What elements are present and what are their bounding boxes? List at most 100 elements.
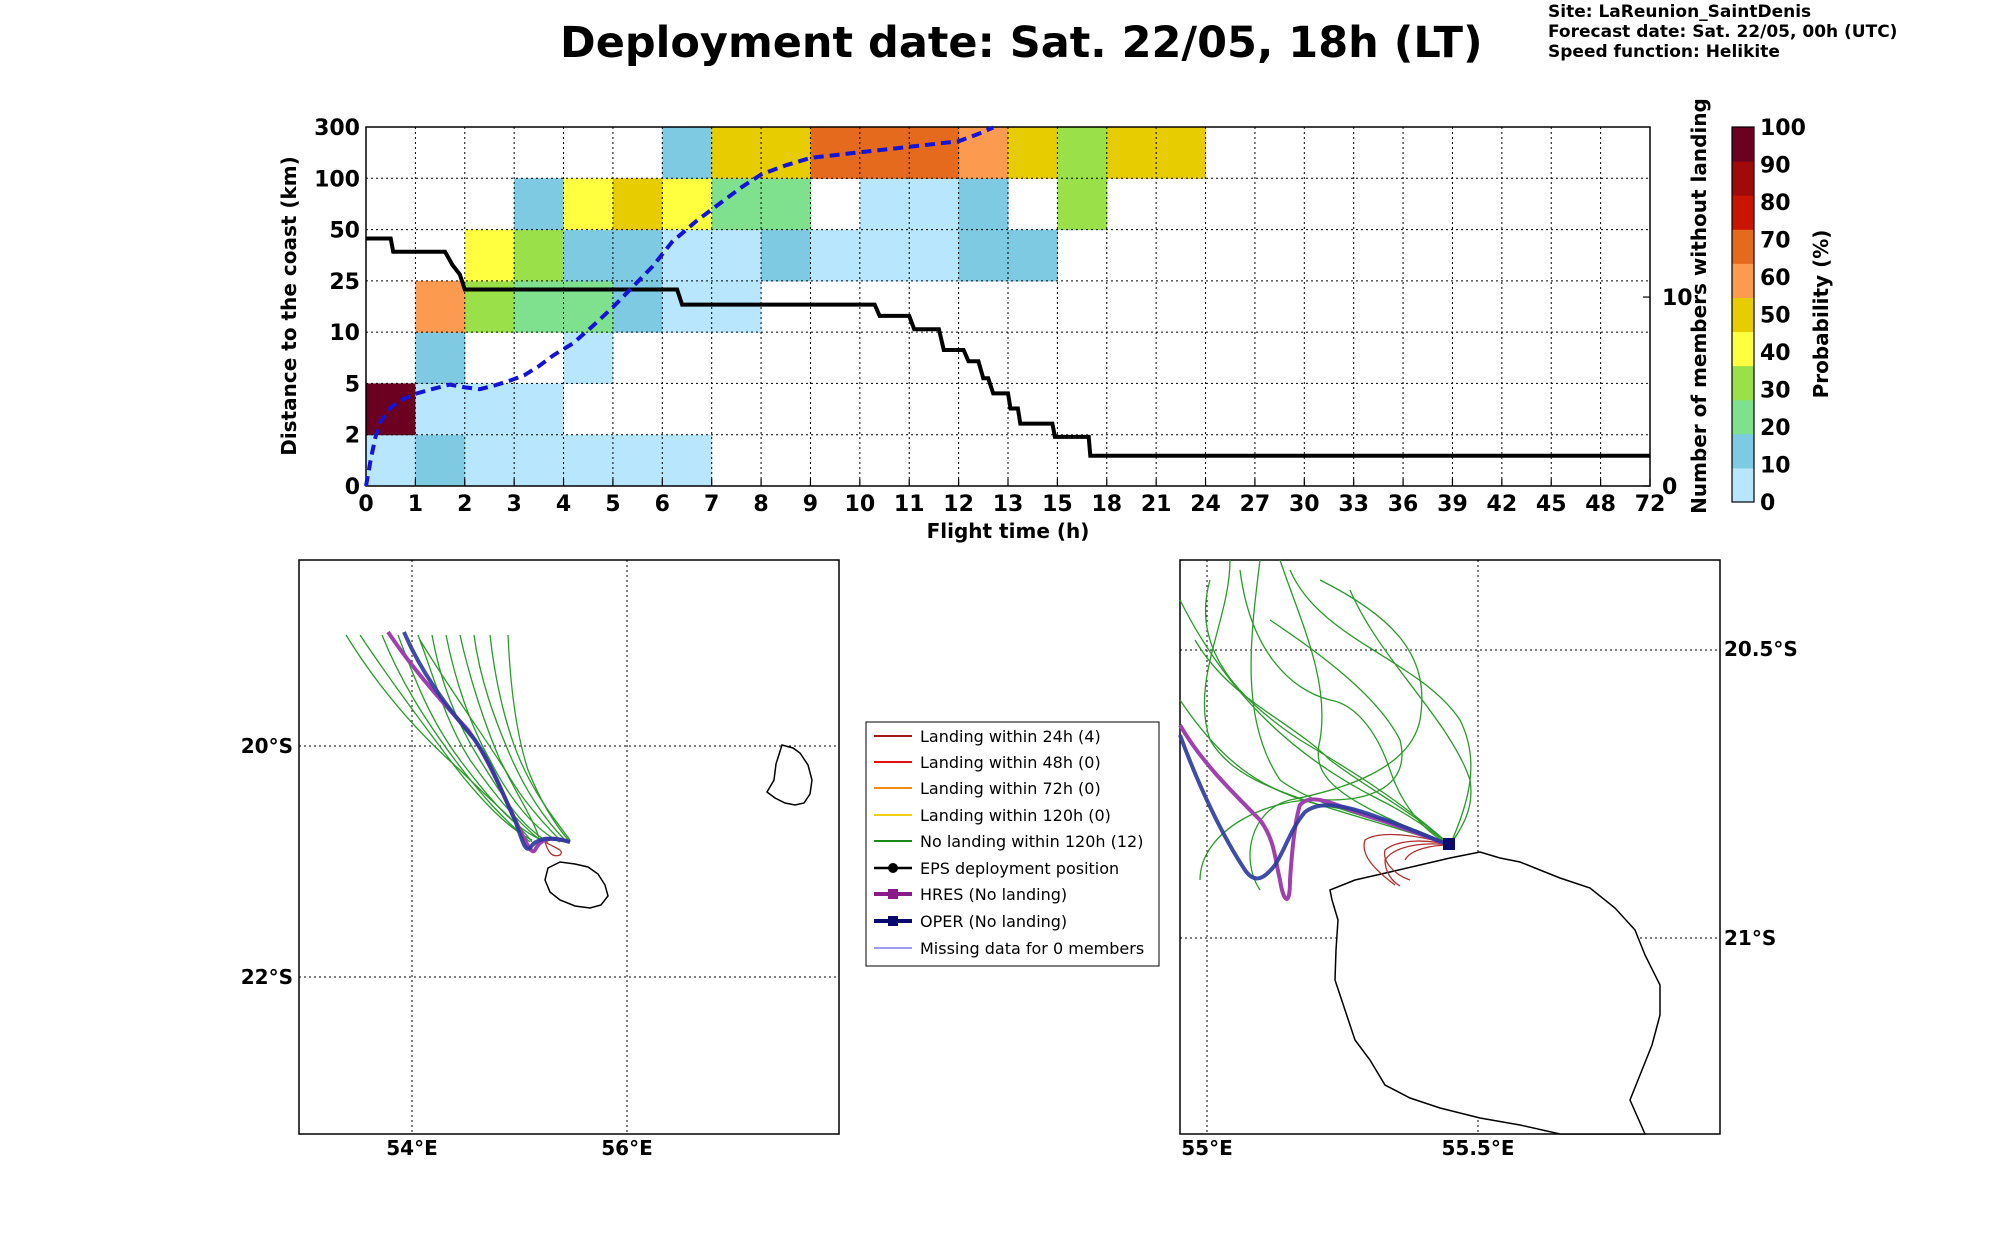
map-lat-label: 21°S bbox=[1724, 926, 1776, 950]
left-map: 54°E 56°E 20°S 22°S bbox=[241, 559, 840, 1160]
x-tick-label: 24 bbox=[1190, 492, 1221, 517]
heatmap-cell bbox=[366, 434, 416, 487]
legend-label: EPS deployment position bbox=[920, 859, 1119, 878]
x-tick-label: 0 bbox=[358, 492, 373, 517]
legend-label: Landing within 120h (0) bbox=[920, 806, 1111, 825]
heatmap-cell bbox=[1008, 229, 1058, 282]
x-tick-label: 72 bbox=[1635, 492, 1666, 517]
colorbar-tick-label: 40 bbox=[1760, 341, 1791, 366]
map-lat-label: 22°S bbox=[241, 965, 293, 989]
heatmap-cell bbox=[563, 229, 614, 282]
x-tick-label: 39 bbox=[1437, 492, 1468, 517]
x-tick-label: 10 bbox=[845, 492, 876, 517]
y-tick-label: 25 bbox=[329, 270, 360, 295]
heatmap-cell bbox=[859, 229, 910, 282]
right-oper-track bbox=[1178, 734, 1451, 881]
heatmap-cell bbox=[1008, 127, 1058, 179]
y-tick-label: 5 bbox=[345, 372, 360, 397]
heatmap-cell bbox=[1156, 127, 1207, 179]
colorbar-tick-label: 90 bbox=[1760, 154, 1791, 179]
x-tick-label: 42 bbox=[1487, 492, 1518, 517]
colorbar-tick-label: 100 bbox=[1760, 116, 1806, 141]
heatmap-cell bbox=[464, 383, 515, 436]
speed-function-label: Speed function: Helikite bbox=[1548, 42, 1780, 62]
map-lat-label: 20°S bbox=[241, 734, 293, 758]
y2-tick-label: 10 bbox=[1662, 286, 1693, 311]
x-tick-label: 6 bbox=[655, 492, 670, 517]
colorbar-swatch bbox=[1732, 399, 1754, 435]
legend-label: Landing within 24h (4) bbox=[920, 727, 1101, 746]
heatmap-cell bbox=[612, 434, 663, 487]
reunion-island-coast-detail bbox=[1329, 851, 1661, 1135]
heatmap-cell bbox=[958, 127, 1009, 179]
map-lon-label: 55.5°E bbox=[1441, 1136, 1514, 1160]
heatmap-cell bbox=[958, 178, 1009, 231]
x-tick-label: 8 bbox=[753, 492, 768, 517]
map-lat-label: 20.5°S bbox=[1724, 637, 1798, 661]
x-tick-label: 2 bbox=[457, 492, 472, 517]
heatmap-cell bbox=[464, 434, 515, 487]
heatmap-cell bbox=[415, 332, 466, 384]
x-tick-label: 30 bbox=[1289, 492, 1320, 517]
members-without-landing-line bbox=[366, 236, 1650, 458]
legend: Landing within 24h (4) Landing within 48… bbox=[865, 721, 1160, 967]
reunion-island-coast bbox=[544, 861, 609, 909]
colorbar-swatch bbox=[1732, 365, 1754, 401]
legend-label: OPER (No landing) bbox=[920, 912, 1067, 931]
heatmap-cell bbox=[612, 178, 663, 231]
heatmap-cell bbox=[958, 229, 1009, 282]
heatmap-cell bbox=[662, 434, 713, 487]
x-tick-label: 13 bbox=[993, 492, 1024, 517]
colorbar-tick-label: 0 bbox=[1760, 491, 1775, 516]
y2-tick-label: 0 bbox=[1662, 475, 1677, 500]
page-title: Deployment date: Sat. 22/05, 18h (LT) bbox=[560, 18, 1483, 68]
heatmap-cell bbox=[662, 178, 713, 231]
x-tick-label: 48 bbox=[1585, 492, 1616, 517]
legend-marker-eps-position bbox=[888, 863, 898, 873]
x-tick-label: 45 bbox=[1536, 492, 1567, 517]
colorbar-label: Probability (%) bbox=[1809, 230, 1833, 399]
heatmap-cell bbox=[711, 229, 762, 282]
x-tick-label: 18 bbox=[1091, 492, 1122, 517]
heatmap-cell bbox=[761, 178, 811, 231]
colorbar-tick-label: 10 bbox=[1760, 454, 1791, 479]
y-axis-label: Distance to the coast (km) bbox=[277, 156, 301, 456]
colorbar-swatch bbox=[1732, 331, 1754, 367]
x-tick-label: 4 bbox=[556, 492, 571, 517]
colorbar-tick-label: 20 bbox=[1760, 416, 1791, 441]
colorbar-swatch bbox=[1732, 433, 1754, 469]
x-tick-label: 3 bbox=[506, 492, 521, 517]
heatmap-cell bbox=[662, 229, 713, 282]
x-tick-label: 27 bbox=[1240, 492, 1271, 517]
mean-distance-line bbox=[364, 125, 994, 487]
right-map: 55°E 55.5°E 20.5°S 21°S bbox=[1178, 559, 1798, 1160]
heatmap-cell bbox=[909, 178, 960, 231]
x-tick-label: 15 bbox=[1042, 492, 1073, 517]
map-lon-label: 54°E bbox=[386, 1136, 438, 1160]
heatmap-cell bbox=[563, 178, 614, 231]
heatmap-cell bbox=[909, 229, 960, 282]
heatmap-cell bbox=[563, 434, 614, 487]
x-tick-label: 33 bbox=[1338, 492, 1369, 517]
colorbar-swatch bbox=[1732, 297, 1754, 333]
colorbar-swatch bbox=[1732, 195, 1754, 230]
left-ensemble-tracks bbox=[345, 634, 571, 846]
y-tick-label: 300 bbox=[314, 116, 360, 141]
heatmap-cell bbox=[1057, 178, 1108, 231]
x-tick-label: 7 bbox=[704, 492, 719, 517]
y2-axis-label: Number of members without landing bbox=[1687, 98, 1711, 514]
y-tick-label: 0 bbox=[345, 475, 360, 500]
y-tick-label: 50 bbox=[329, 219, 360, 244]
x-tick-label: 1 bbox=[408, 492, 423, 517]
heatmap-cell bbox=[514, 383, 565, 436]
heatmap-cell bbox=[859, 178, 910, 231]
heatmap-cell bbox=[711, 280, 762, 333]
colorbar-swatch bbox=[1732, 127, 1754, 162]
colorbar-tick-label: 50 bbox=[1760, 304, 1791, 329]
x-tick-label: 21 bbox=[1141, 492, 1172, 517]
heatmap-cell bbox=[662, 127, 713, 179]
colorbar-swatch bbox=[1732, 263, 1754, 298]
x-axis-label: Flight time (h) bbox=[927, 519, 1090, 543]
